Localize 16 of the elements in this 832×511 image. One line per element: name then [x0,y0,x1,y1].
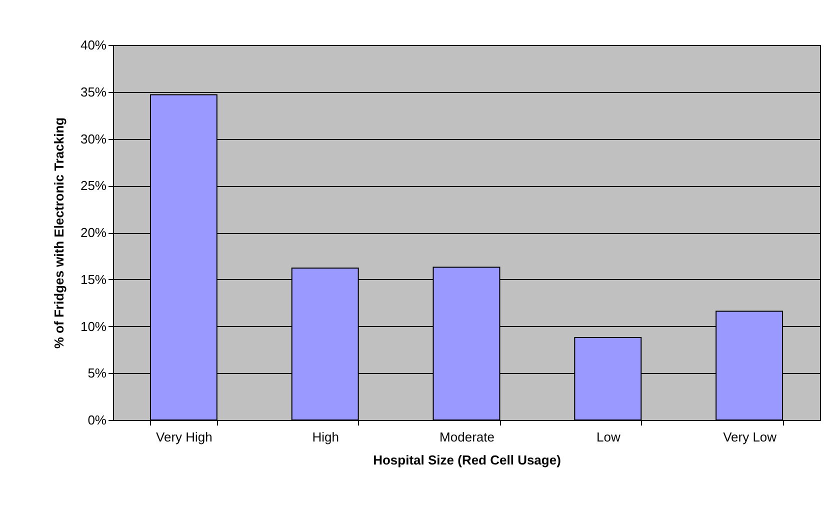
y-tick-label: 15% [80,272,107,287]
y-tick-label: 20% [80,225,107,240]
x-tick-label: High [312,430,339,444]
x-tick-label: Very Low [723,430,778,444]
y-tick-label: 30% [80,131,107,146]
x-tick-label: Moderate [440,430,494,444]
y-tick-label: 10% [80,318,107,334]
y-tick-label: 35% [80,84,107,100]
y-tick-label: 25% [80,178,107,194]
y-axis-title: % of Fridges with Electronic Tracking [51,117,66,349]
x-axis-title: Hospital Size (Red Cell Usage) [373,452,561,468]
x-tick-label: Very High [156,430,212,444]
x-tick-label: Low [596,430,621,444]
y-tick-label: 40% [80,38,107,52]
y-tick-label: 5% [88,366,107,381]
y-tick-label: 0% [88,412,107,428]
